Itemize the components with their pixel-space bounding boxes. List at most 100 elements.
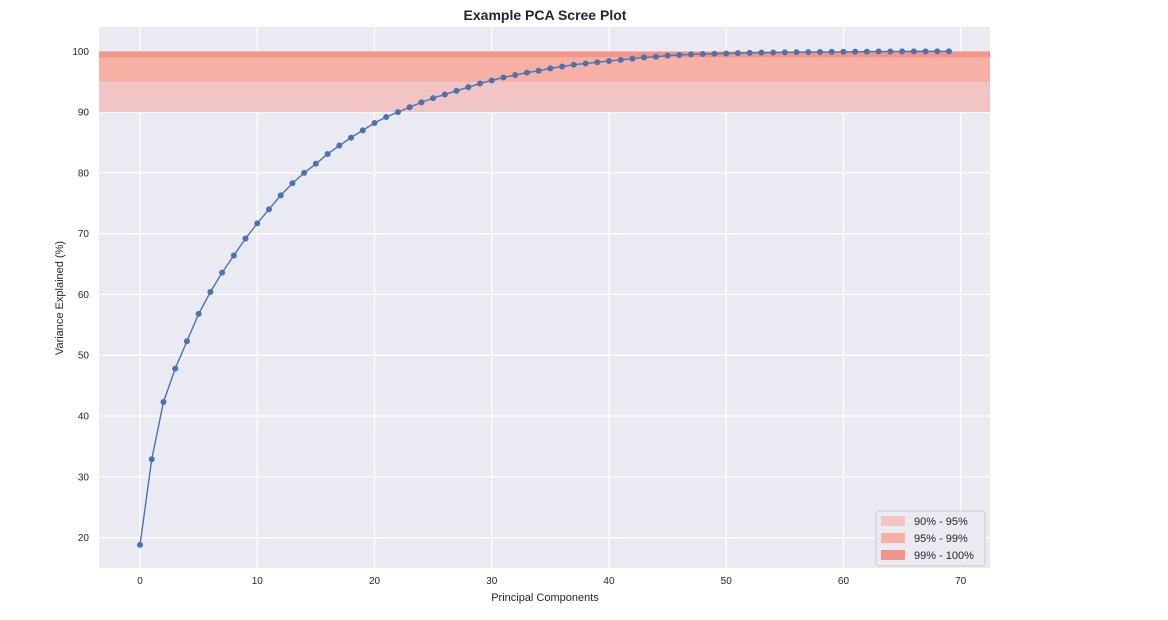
data-point: [875, 48, 882, 55]
x-tick-label: 30: [486, 576, 498, 587]
x-tick-label: 60: [838, 576, 850, 587]
data-point: [430, 95, 437, 102]
data-point: [828, 48, 835, 55]
y-tick-label: 60: [78, 290, 90, 301]
x-tick-label: 50: [721, 576, 733, 587]
data-point: [570, 61, 577, 68]
series-layer: [137, 48, 952, 548]
data-point: [465, 84, 472, 91]
data-point: [652, 53, 659, 60]
data-point: [359, 127, 366, 134]
data-point: [242, 235, 249, 242]
data-point: [219, 269, 226, 276]
data-point: [922, 48, 929, 55]
data-point: [934, 48, 941, 55]
legend-label: 95% - 99%: [914, 533, 968, 545]
series-line: [139, 50, 949, 545]
data-point: [559, 63, 566, 70]
y-tick-label: 30: [78, 472, 90, 483]
threshold-band: [99, 51, 990, 58]
data-point: [207, 289, 214, 296]
data-point: [594, 59, 601, 66]
data-point: [863, 48, 870, 55]
data-point: [887, 48, 894, 55]
data-point: [183, 338, 190, 345]
data-point: [793, 49, 800, 56]
data-point: [629, 55, 636, 62]
data-point: [254, 220, 261, 227]
data-point: [265, 206, 272, 213]
data-point: [289, 180, 296, 187]
x-tick-label: 70: [955, 576, 967, 587]
plot-area: [99, 27, 990, 568]
data-point: [805, 49, 812, 56]
data-point: [324, 151, 331, 158]
legend: 90% - 95% 95% - 99% 99% - 100%: [875, 510, 986, 567]
legend-label: 90% - 95%: [914, 516, 968, 528]
data-point: [711, 50, 718, 57]
data-point: [899, 48, 906, 55]
data-point: [477, 80, 484, 87]
data-point: [137, 541, 144, 548]
data-point: [336, 142, 343, 149]
y-tick-label: 90: [78, 108, 90, 119]
data-point: [617, 56, 624, 63]
data-point: [817, 48, 824, 55]
data-point: [910, 48, 917, 55]
data-point: [160, 399, 167, 406]
data-point: [488, 77, 495, 84]
axis-ticks: 0 10 20 30 40 50 60 70 20 30 40 50 60 70 80 90 100: [72, 47, 966, 587]
x-tick-label: 10: [252, 576, 264, 587]
data-point: [746, 49, 753, 56]
data-point: [723, 50, 730, 57]
threshold-band: [99, 81, 990, 113]
data-point: [230, 252, 237, 259]
data-point: [312, 160, 319, 167]
data-point: [348, 134, 355, 141]
legend-swatch: [881, 516, 905, 526]
data-point: [605, 58, 612, 65]
data-point: [383, 113, 390, 120]
y-tick-label: 80: [78, 168, 90, 179]
data-point: [453, 87, 460, 94]
x-axis-label: Principal Components: [491, 592, 599, 604]
data-point: [535, 67, 542, 74]
chart-title: Example PCA Scree Plot: [464, 7, 627, 23]
x-tick-label: 20: [369, 576, 381, 587]
y-tick-label: 50: [78, 351, 90, 362]
data-point: [758, 49, 765, 56]
data-point: [781, 49, 788, 56]
data-point: [195, 310, 202, 317]
data-point: [734, 50, 741, 57]
legend-label: 99% - 100%: [914, 550, 974, 562]
data-point: [945, 48, 952, 55]
y-tick-label: 100: [72, 47, 89, 58]
legend-swatch: [881, 550, 905, 560]
data-point: [371, 120, 378, 127]
data-point: [641, 54, 648, 61]
data-point: [523, 69, 530, 76]
grid-lines: [99, 27, 990, 568]
data-point: [394, 109, 401, 116]
data-point: [441, 91, 448, 98]
y-tick-label: 40: [78, 412, 90, 423]
data-point: [699, 51, 706, 58]
data-point: [770, 49, 777, 56]
data-point: [500, 74, 507, 81]
x-tick-label: 0: [137, 576, 143, 587]
x-tick-label: 40: [603, 576, 615, 587]
data-point: [547, 65, 554, 72]
data-point: [512, 72, 519, 79]
y-axis-label: Variance Explained (%): [54, 241, 66, 355]
data-point: [676, 51, 683, 58]
data-point: [172, 365, 179, 372]
data-point: [688, 51, 695, 58]
threshold-bands: [99, 51, 990, 113]
data-point: [148, 456, 155, 463]
data-point: [840, 48, 847, 55]
data-point: [301, 169, 308, 176]
data-point: [406, 104, 413, 111]
data-point: [664, 52, 671, 59]
